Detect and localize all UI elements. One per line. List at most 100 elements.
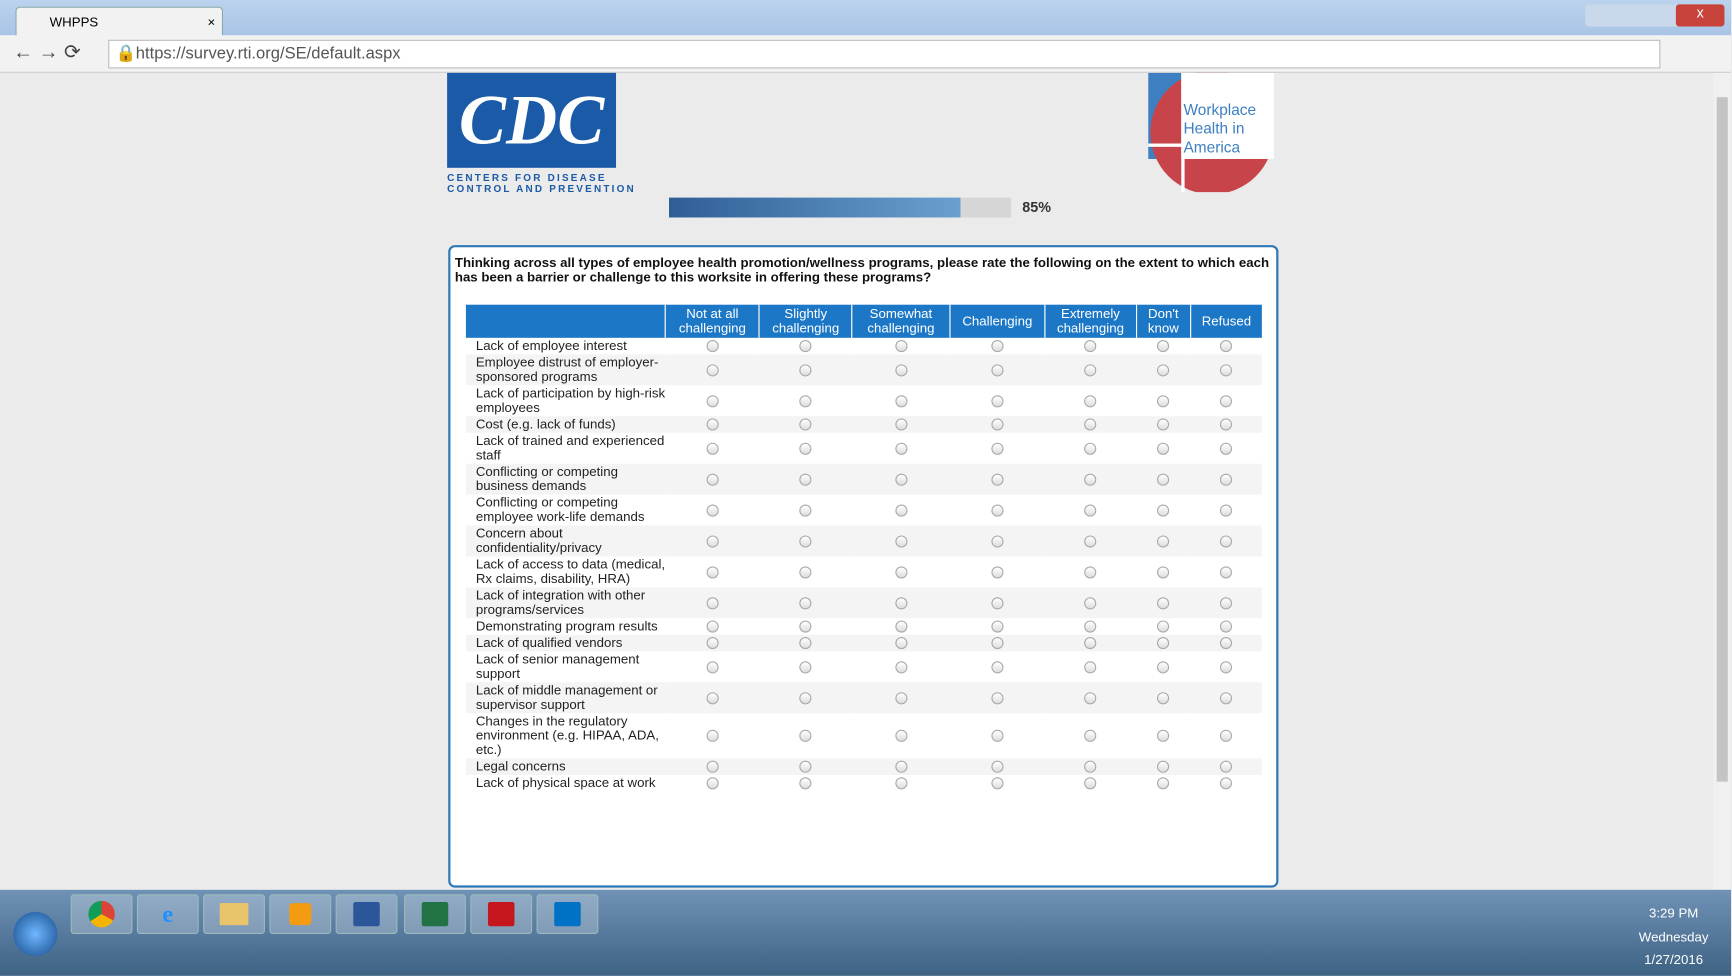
- radio-button[interactable]: [706, 761, 718, 773]
- radio-button[interactable]: [1084, 364, 1096, 376]
- radio-button[interactable]: [1157, 395, 1169, 407]
- radio-button[interactable]: [1084, 395, 1096, 407]
- radio-button[interactable]: [991, 566, 1003, 578]
- radio-button[interactable]: [1157, 419, 1169, 431]
- radio-button[interactable]: [1084, 504, 1096, 516]
- radio-button[interactable]: [1084, 443, 1096, 455]
- radio-button[interactable]: [1084, 566, 1096, 578]
- radio-button[interactable]: [1220, 637, 1232, 649]
- radio-button[interactable]: [1157, 692, 1169, 704]
- taskbar-app[interactable]: [71, 894, 133, 934]
- start-button[interactable]: [13, 912, 57, 956]
- radio-button[interactable]: [1220, 692, 1232, 704]
- radio-button[interactable]: [1084, 535, 1096, 547]
- radio-button[interactable]: [895, 730, 907, 742]
- tab-close[interactable]: ×: [208, 8, 216, 37]
- radio-button[interactable]: [991, 778, 1003, 790]
- radio-button[interactable]: [895, 443, 907, 455]
- radio-button[interactable]: [706, 621, 718, 633]
- radio-button[interactable]: [706, 340, 718, 352]
- radio-button[interactable]: [991, 443, 1003, 455]
- radio-button[interactable]: [1220, 661, 1232, 673]
- radio-button[interactable]: [706, 730, 718, 742]
- radio-button[interactable]: [1157, 364, 1169, 376]
- radio-button[interactable]: [991, 637, 1003, 649]
- radio-button[interactable]: [1220, 340, 1232, 352]
- radio-button[interactable]: [1157, 621, 1169, 633]
- radio-button[interactable]: [800, 778, 812, 790]
- radio-button[interactable]: [895, 395, 907, 407]
- radio-button[interactable]: [1084, 621, 1096, 633]
- address-bar[interactable]: 🔒https://survey.rti.org/SE/default.aspx: [108, 40, 1660, 69]
- radio-button[interactable]: [800, 566, 812, 578]
- taskbar-app[interactable]: e: [137, 894, 199, 934]
- radio-button[interactable]: [1157, 535, 1169, 547]
- radio-button[interactable]: [1084, 778, 1096, 790]
- radio-button[interactable]: [1157, 597, 1169, 609]
- radio-button[interactable]: [800, 443, 812, 455]
- radio-button[interactable]: [1084, 692, 1096, 704]
- radio-button[interactable]: [800, 621, 812, 633]
- taskbar-app[interactable]: [537, 894, 599, 934]
- radio-button[interactable]: [1084, 761, 1096, 773]
- radio-button[interactable]: [991, 761, 1003, 773]
- radio-button[interactable]: [1084, 473, 1096, 485]
- nav-buttons[interactable]: ← → ⟳: [13, 41, 80, 64]
- radio-button[interactable]: [706, 443, 718, 455]
- radio-button[interactable]: [895, 473, 907, 485]
- taskbar-app[interactable]: [336, 894, 398, 934]
- radio-button[interactable]: [895, 778, 907, 790]
- radio-button[interactable]: [1220, 419, 1232, 431]
- radio-button[interactable]: [895, 597, 907, 609]
- radio-button[interactable]: [706, 535, 718, 547]
- radio-button[interactable]: [1220, 761, 1232, 773]
- radio-button[interactable]: [706, 473, 718, 485]
- taskbar-app[interactable]: [470, 894, 532, 934]
- radio-button[interactable]: [1157, 443, 1169, 455]
- radio-button[interactable]: [991, 730, 1003, 742]
- radio-button[interactable]: [706, 566, 718, 578]
- radio-button[interactable]: [1220, 778, 1232, 790]
- radio-button[interactable]: [991, 340, 1003, 352]
- radio-button[interactable]: [991, 692, 1003, 704]
- radio-button[interactable]: [1157, 637, 1169, 649]
- radio-button[interactable]: [1220, 730, 1232, 742]
- radio-button[interactable]: [895, 621, 907, 633]
- window-controls[interactable]: x: [1585, 4, 1724, 26]
- radio-button[interactable]: [706, 419, 718, 431]
- taskbar-app[interactable]: [404, 894, 466, 934]
- radio-button[interactable]: [1220, 504, 1232, 516]
- radio-button[interactable]: [895, 637, 907, 649]
- radio-button[interactable]: [895, 566, 907, 578]
- radio-button[interactable]: [1084, 597, 1096, 609]
- radio-button[interactable]: [991, 473, 1003, 485]
- radio-button[interactable]: [800, 419, 812, 431]
- radio-button[interactable]: [800, 473, 812, 485]
- radio-button[interactable]: [800, 364, 812, 376]
- radio-button[interactable]: [1157, 340, 1169, 352]
- radio-button[interactable]: [1157, 566, 1169, 578]
- radio-button[interactable]: [1084, 419, 1096, 431]
- radio-button[interactable]: [706, 395, 718, 407]
- radio-button[interactable]: [800, 730, 812, 742]
- radio-button[interactable]: [1220, 364, 1232, 376]
- radio-button[interactable]: [991, 364, 1003, 376]
- taskbar-app[interactable]: [203, 894, 265, 934]
- radio-button[interactable]: [895, 364, 907, 376]
- radio-button[interactable]: [991, 661, 1003, 673]
- radio-button[interactable]: [800, 761, 812, 773]
- radio-button[interactable]: [800, 597, 812, 609]
- radio-button[interactable]: [895, 419, 907, 431]
- radio-button[interactable]: [800, 692, 812, 704]
- radio-button[interactable]: [1157, 730, 1169, 742]
- radio-button[interactable]: [800, 637, 812, 649]
- radio-button[interactable]: [706, 778, 718, 790]
- scroll-thumb[interactable]: [1717, 97, 1728, 781]
- radio-button[interactable]: [706, 692, 718, 704]
- radio-button[interactable]: [991, 535, 1003, 547]
- radio-button[interactable]: [1220, 443, 1232, 455]
- radio-button[interactable]: [1220, 473, 1232, 485]
- radio-button[interactable]: [895, 761, 907, 773]
- radio-button[interactable]: [1084, 730, 1096, 742]
- radio-button[interactable]: [1220, 566, 1232, 578]
